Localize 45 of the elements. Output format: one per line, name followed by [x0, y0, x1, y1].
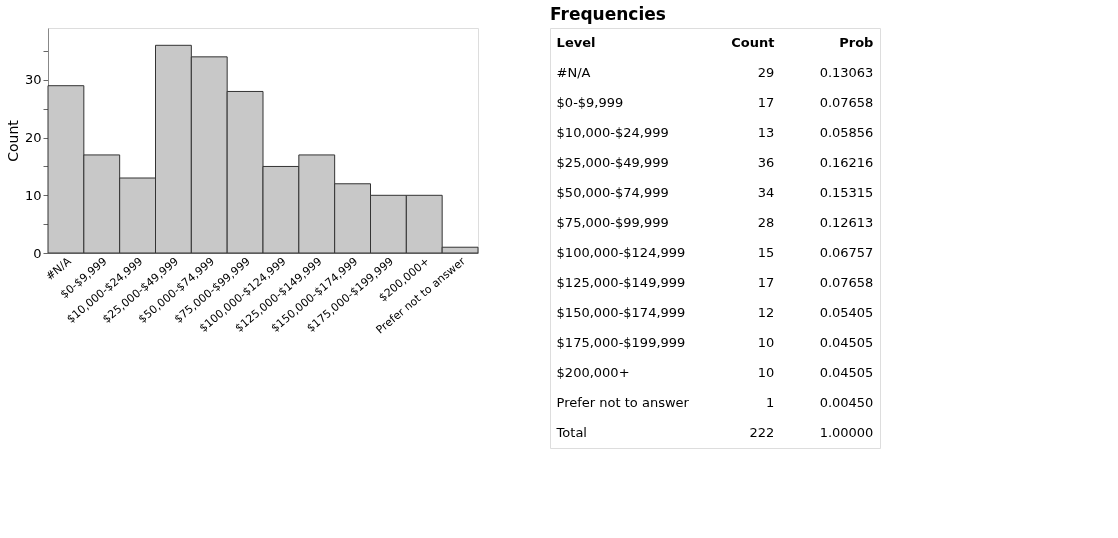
- text: 28: [757, 215, 775, 230]
- y-axis-title: Count: [4, 119, 21, 162]
- text: 17: [757, 275, 775, 290]
- text: 0.05405: [819, 305, 874, 320]
- text: Total: [555, 425, 587, 440]
- text: 1: [766, 395, 775, 410]
- text: Prob: [839, 35, 874, 50]
- text: $10,000-$24,999: [556, 125, 669, 140]
- y-tick-label: 20: [24, 130, 42, 146]
- text: 0.04505: [819, 365, 874, 380]
- text: 13: [757, 125, 775, 140]
- text: 0.12613: [819, 215, 874, 230]
- y-tick-label: 0: [33, 245, 42, 261]
- text: 10: [757, 365, 775, 380]
- text: Level: [556, 35, 596, 50]
- text: 34: [757, 185, 775, 200]
- text: $0-$9,999: [556, 95, 624, 110]
- y-tick-label: 10: [24, 187, 42, 203]
- text: 0.04505: [819, 335, 874, 350]
- text: 0.07658: [819, 275, 874, 290]
- text: 12: [757, 305, 775, 320]
- text: 0.13063: [819, 65, 874, 80]
- text: 222: [749, 425, 775, 440]
- text: 17: [757, 95, 775, 110]
- text: 0.16216: [819, 155, 874, 170]
- text: 0.06757: [819, 245, 874, 260]
- text: 29: [757, 65, 775, 80]
- text: $50,000-$74,999: [556, 185, 669, 200]
- text: 36: [757, 155, 775, 170]
- text: Prefer not to answer: [556, 395, 690, 410]
- text: Frequencies: [550, 4, 666, 24]
- text: 0.15315: [819, 185, 874, 200]
- text: $175,000-$199,999: [556, 335, 686, 350]
- text: 1.00000: [819, 425, 874, 440]
- y-tick-label: 30: [24, 72, 42, 88]
- text: $75,000-$99,999: [556, 215, 669, 230]
- text: 0.05856: [819, 125, 874, 140]
- text: 15: [757, 245, 775, 260]
- text: 0.00450: [819, 395, 874, 410]
- text: 0.07658: [819, 95, 874, 110]
- text: 10: [757, 335, 775, 350]
- text: #N/A: [556, 65, 591, 80]
- text: $25,000-$49,999: [556, 155, 669, 170]
- text: Count: [731, 35, 775, 50]
- text: $200,000+: [556, 365, 630, 380]
